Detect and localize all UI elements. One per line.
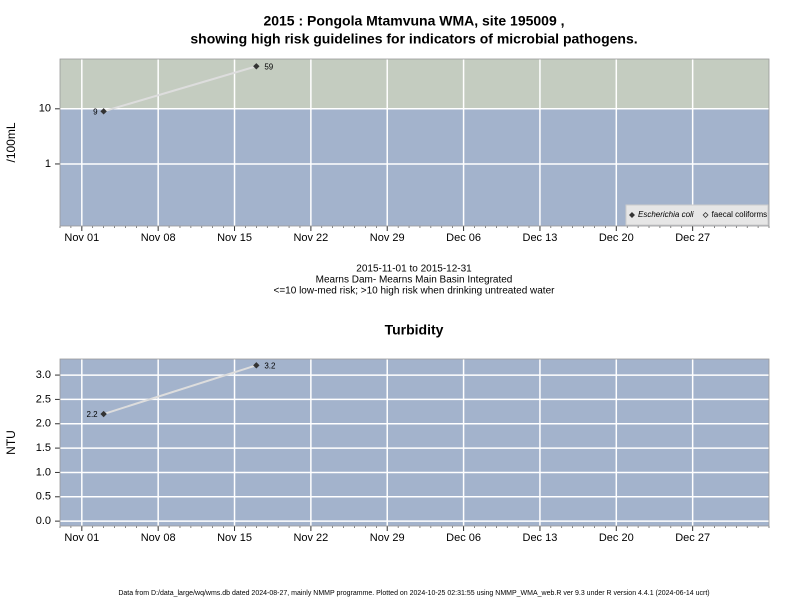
data-point	[100, 410, 107, 418]
y-tick-label: 0.0	[36, 515, 51, 527]
note: <=10 low-med risk; >10 high risk when dr…	[274, 286, 556, 297]
data-label: 3.2	[264, 361, 276, 370]
x-tick-label: Nov 08	[141, 232, 176, 244]
data-point	[253, 362, 260, 369]
series-line	[103, 65, 257, 113]
data-label: 9	[93, 107, 98, 116]
x-tick-label: Nov 29	[370, 232, 405, 244]
y-tick-label: 1.0	[36, 466, 51, 478]
x-tick-label: Nov 22	[293, 232, 328, 244]
legend-label: Escherichia coli	[638, 210, 694, 219]
data-label: 59	[264, 62, 273, 71]
y-tick-label: 1	[45, 158, 51, 170]
chart-title: Turbidity	[385, 322, 444, 338]
x-tick-label: Nov 15	[217, 532, 252, 544]
y-tick-label: 2.0	[36, 418, 51, 430]
x-tick-label: Nov 01	[64, 232, 99, 244]
y-tick-label: 10	[39, 103, 51, 115]
data-point	[253, 63, 260, 70]
plot-frame	[59, 358, 770, 527]
x-tick-label: Dec 06	[446, 532, 481, 544]
footer: Data from D:/data_large/wq/wms.db dated …	[118, 590, 709, 597]
x-tick-label: Dec 27	[675, 232, 710, 244]
y-axis-label: /100mL	[4, 122, 18, 162]
series-line	[103, 364, 257, 415]
legend-box	[625, 204, 769, 226]
x-tick-label: Nov 01	[64, 532, 99, 544]
x-tick-label: Nov 29	[370, 532, 405, 544]
y-tick-label: 1.5	[36, 442, 51, 454]
y-tick-label: 2.5	[36, 393, 51, 405]
note: 2015-11-01 to 2015-12-31	[356, 264, 472, 275]
data-label: 2.2	[87, 410, 99, 419]
legend-marker	[702, 212, 709, 218]
legend-marker	[629, 212, 635, 218]
legend-label: faecal coliforms	[712, 210, 768, 219]
y-tick-label: 3.0	[36, 369, 51, 381]
note: Mearns Dam- Mearns Main Basin Integrated	[316, 275, 513, 286]
x-tick-label: Nov 08	[141, 532, 176, 544]
x-tick-label: Dec 13	[523, 232, 558, 244]
x-tick-label: Dec 20	[599, 532, 634, 544]
x-tick-label: Nov 22	[293, 532, 328, 544]
x-tick-label: Dec 13	[523, 532, 558, 544]
chart-title: showing high risk guidelines for indicat…	[190, 31, 637, 47]
plot-frame	[59, 58, 770, 227]
y-axis-label: NTU	[4, 430, 18, 455]
x-tick-label: Dec 20	[599, 232, 634, 244]
x-tick-label: Nov 15	[217, 232, 252, 244]
y-tick-label: 0.5	[36, 491, 51, 503]
x-tick-label: Dec 27	[675, 532, 710, 544]
high-risk-band	[60, 59, 769, 109]
plot-background	[60, 359, 769, 526]
data-point	[100, 108, 107, 115]
chart-title: 2015 : Pongola Mtamvuna WMA, site 195009…	[263, 13, 564, 29]
x-tick-label: Dec 06	[446, 232, 481, 244]
